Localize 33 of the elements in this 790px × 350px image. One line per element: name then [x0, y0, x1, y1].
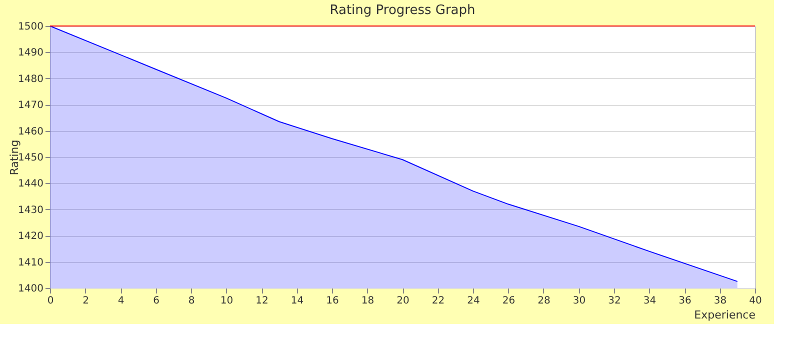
x-tick-label: 18	[361, 296, 374, 306]
x-tick-label: 16	[326, 296, 339, 306]
x-tick-label: 26	[502, 296, 516, 306]
y-tick-label: 1420	[18, 231, 44, 242]
x-tick-label: 30	[572, 296, 586, 306]
x-tick-label: 40	[749, 296, 762, 306]
chart-title: Rating Progress Graph	[330, 3, 476, 18]
y-tick-label: 1400	[18, 284, 44, 294]
x-tick-label: 4	[118, 296, 124, 306]
y-tick-label: 1460	[18, 126, 44, 138]
y-tick-label: 1470	[18, 100, 44, 112]
x-tick-label: 34	[643, 296, 656, 306]
y-tick-label: 1430	[18, 204, 44, 216]
y-tick-label: 1410	[18, 257, 44, 268]
x-tick-label: 24	[467, 296, 480, 306]
y-tick-label: 1490	[18, 48, 44, 59]
x-tick-label: 6	[153, 296, 160, 306]
x-tick-label: 8	[188, 296, 195, 306]
x-axis-title: Experience	[694, 308, 756, 322]
x-tick-label: 22	[432, 296, 445, 306]
y-tick-label: 1500	[18, 22, 44, 32]
x-tick-label: 2	[82, 296, 89, 306]
x-tick-label: 38	[714, 296, 727, 306]
x-tick-label: 14	[290, 296, 304, 306]
x-tick-label: 20	[396, 296, 410, 306]
x-tick-label: 28	[538, 296, 550, 306]
x-tick-label: 10	[220, 296, 234, 306]
y-tick-label: 1480	[18, 74, 44, 85]
x-tick-label: 36	[678, 296, 692, 306]
x-tick-label: 12	[256, 296, 268, 306]
x-tick-label: 32	[608, 296, 621, 306]
x-tick-label: 0	[47, 296, 54, 306]
y-tick-label: 1440	[18, 178, 44, 190]
